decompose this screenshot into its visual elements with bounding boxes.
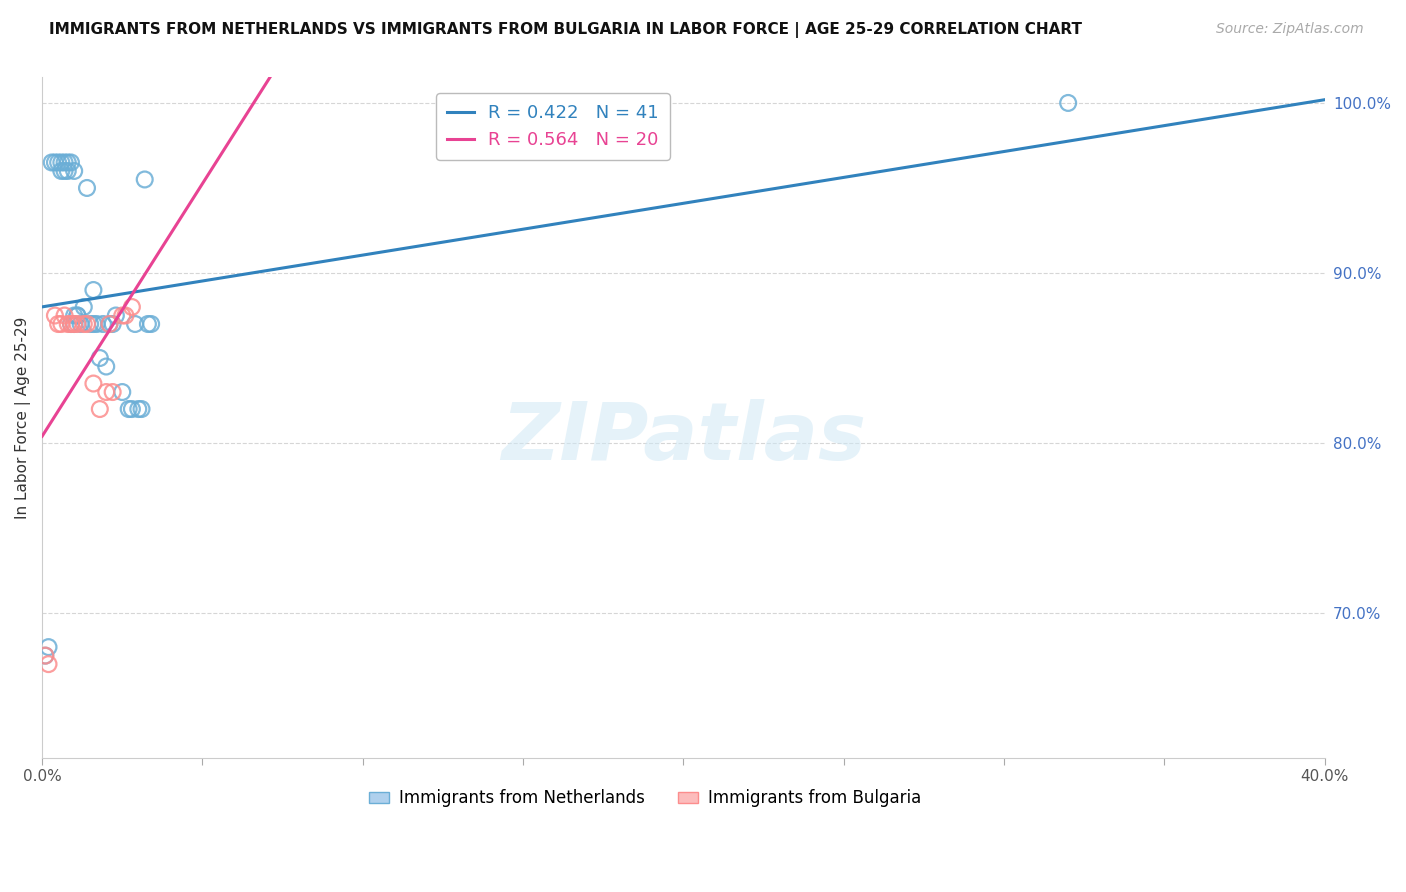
Point	[91, 317, 114, 331]
Point	[124, 317, 146, 331]
Point	[98, 317, 121, 331]
Point	[53, 155, 76, 169]
Point	[79, 317, 101, 331]
Point	[66, 309, 89, 323]
Point	[111, 385, 134, 400]
Point	[82, 283, 104, 297]
Point	[59, 317, 82, 331]
Point	[69, 317, 91, 331]
Point	[51, 317, 73, 331]
Point	[73, 317, 96, 331]
Point	[56, 164, 79, 178]
Point	[46, 317, 69, 331]
Point	[76, 181, 98, 195]
Point	[111, 309, 134, 323]
Point	[96, 385, 118, 400]
Point	[89, 351, 111, 365]
Point	[82, 376, 104, 391]
Point	[136, 317, 159, 331]
Point	[59, 155, 82, 169]
Point	[53, 164, 76, 178]
Point	[34, 648, 56, 663]
Point	[101, 317, 124, 331]
Point	[86, 317, 108, 331]
Point	[63, 164, 86, 178]
Point	[34, 648, 56, 663]
Point	[121, 402, 143, 417]
Point	[89, 402, 111, 417]
Point	[51, 155, 73, 169]
Point	[82, 317, 104, 331]
Point	[66, 309, 89, 323]
Y-axis label: In Labor Force | Age 25-29: In Labor Force | Age 25-29	[15, 317, 31, 519]
Point	[41, 155, 63, 169]
Point	[139, 317, 162, 331]
Point	[96, 359, 118, 374]
Legend: Immigrants from Netherlands, Immigrants from Bulgaria: Immigrants from Netherlands, Immigrants …	[361, 782, 928, 814]
Point	[104, 309, 127, 323]
Point	[59, 317, 82, 331]
Point	[118, 402, 141, 417]
Point	[51, 164, 73, 178]
Point	[44, 155, 66, 169]
Text: ZIPatlas: ZIPatlas	[501, 399, 866, 477]
Point	[131, 402, 153, 417]
Point	[46, 155, 69, 169]
Point	[66, 317, 89, 331]
Point	[53, 309, 76, 323]
Point	[98, 317, 121, 331]
Point	[127, 402, 149, 417]
Point	[73, 300, 96, 314]
Point	[56, 155, 79, 169]
Point	[76, 317, 98, 331]
Point	[121, 300, 143, 314]
Point	[56, 317, 79, 331]
Point	[63, 309, 86, 323]
Text: Source: ZipAtlas.com: Source: ZipAtlas.com	[1216, 22, 1364, 37]
Point	[38, 640, 60, 654]
Point	[63, 317, 86, 331]
Point	[1057, 95, 1080, 110]
Point	[134, 172, 156, 186]
Point	[38, 657, 60, 672]
Point	[44, 309, 66, 323]
Point	[114, 309, 136, 323]
Point	[101, 385, 124, 400]
Text: IMMIGRANTS FROM NETHERLANDS VS IMMIGRANTS FROM BULGARIA IN LABOR FORCE | AGE 25-: IMMIGRANTS FROM NETHERLANDS VS IMMIGRANT…	[49, 22, 1083, 38]
Point	[63, 317, 86, 331]
